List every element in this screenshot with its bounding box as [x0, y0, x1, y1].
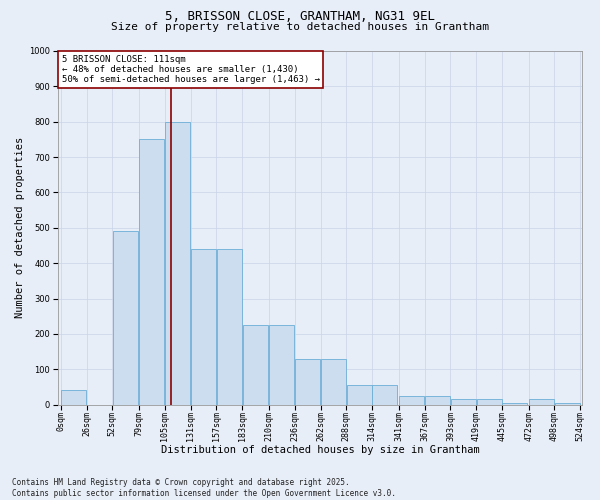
Y-axis label: Number of detached properties: Number of detached properties: [15, 137, 25, 318]
Bar: [555, 403, 580, 404]
Bar: [191, 249, 216, 404]
Bar: [269, 325, 295, 404]
Bar: [425, 396, 450, 404]
Bar: [113, 232, 138, 404]
Bar: [321, 358, 346, 405]
Bar: [61, 390, 86, 404]
Bar: [139, 140, 164, 404]
Text: Size of property relative to detached houses in Grantham: Size of property relative to detached ho…: [111, 22, 489, 32]
Bar: [295, 358, 320, 405]
Bar: [476, 400, 502, 404]
Bar: [347, 385, 371, 404]
Bar: [529, 400, 554, 404]
Bar: [217, 249, 242, 404]
Bar: [242, 325, 268, 404]
X-axis label: Distribution of detached houses by size in Grantham: Distribution of detached houses by size …: [161, 445, 479, 455]
Bar: [502, 403, 527, 404]
Bar: [165, 122, 190, 405]
Bar: [373, 385, 397, 404]
Text: Contains HM Land Registry data © Crown copyright and database right 2025.
Contai: Contains HM Land Registry data © Crown c…: [12, 478, 396, 498]
Bar: [399, 396, 424, 404]
Bar: [451, 400, 476, 404]
Text: 5, BRISSON CLOSE, GRANTHAM, NG31 9EL: 5, BRISSON CLOSE, GRANTHAM, NG31 9EL: [165, 10, 435, 23]
Text: 5 BRISSON CLOSE: 111sqm
← 48% of detached houses are smaller (1,430)
50% of semi: 5 BRISSON CLOSE: 111sqm ← 48% of detache…: [62, 54, 320, 84]
